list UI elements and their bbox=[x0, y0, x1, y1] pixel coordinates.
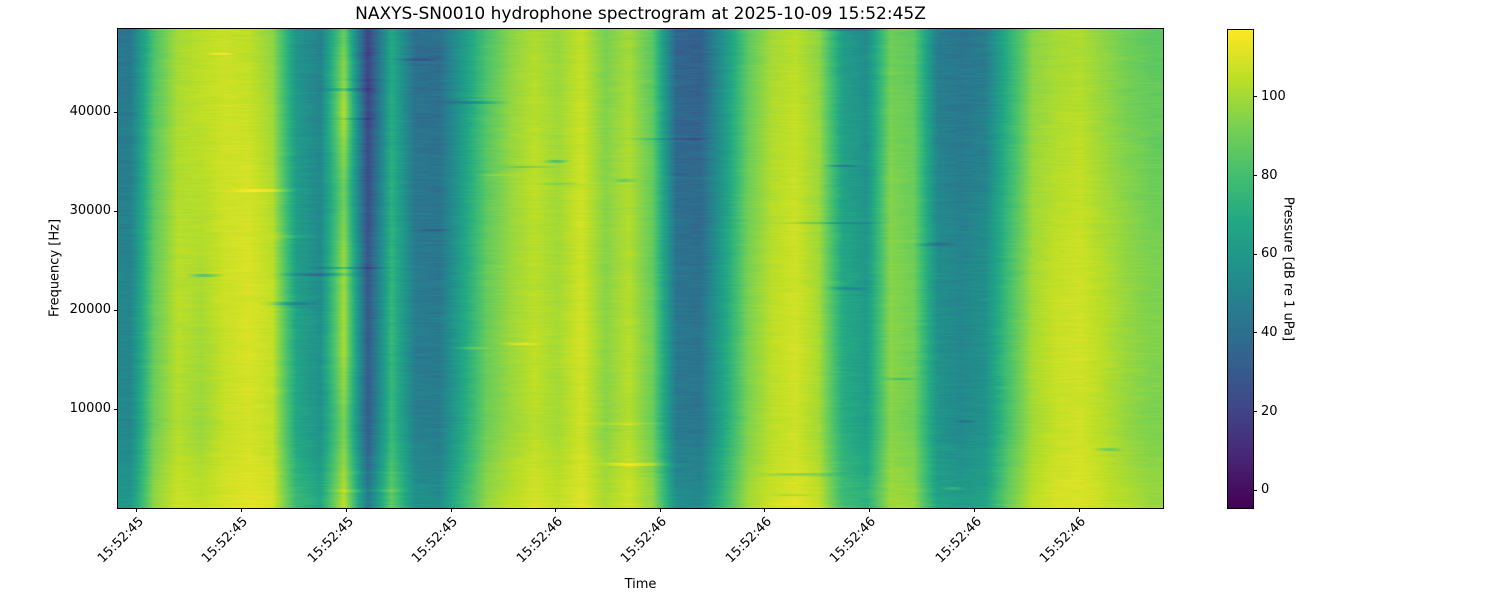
colorbar-tick-label: 100 bbox=[1261, 88, 1286, 104]
colorbar-tick-mark bbox=[1253, 96, 1257, 98]
colorbar-tick-label: 80 bbox=[1261, 167, 1278, 183]
x-tick-mark bbox=[240, 508, 242, 512]
colorbar-tick-mark bbox=[1253, 489, 1257, 491]
colorbar-tick-mark bbox=[1253, 332, 1257, 334]
y-tick-mark bbox=[114, 408, 118, 410]
x-axis-label: Time bbox=[624, 577, 657, 592]
y-tick-label: 20000 bbox=[69, 302, 111, 318]
spectrogram-heatmap bbox=[118, 29, 1163, 508]
colorbar-tick-label: 20 bbox=[1261, 403, 1278, 419]
x-tick-mark bbox=[868, 508, 870, 512]
y-tick-label: 40000 bbox=[69, 104, 111, 120]
y-tick-mark bbox=[114, 111, 118, 113]
x-tick-mark bbox=[555, 508, 557, 512]
colorbar-label: Pressure [dB re 1 uPa] bbox=[1280, 196, 1296, 342]
x-tick-mark bbox=[764, 508, 766, 512]
x-tick-mark bbox=[659, 508, 661, 512]
colorbar-tick-mark bbox=[1253, 411, 1257, 413]
x-tick-mark bbox=[346, 508, 348, 512]
x-tick-mark bbox=[450, 508, 452, 512]
colorbar-tick-mark bbox=[1253, 175, 1257, 177]
colorbar-tick-label: 40 bbox=[1261, 324, 1278, 340]
x-tick-mark bbox=[1078, 508, 1080, 512]
x-tick-mark bbox=[974, 508, 976, 512]
x-tick-mark bbox=[136, 508, 138, 512]
chart-title: NAXYS-SN0010 hydrophone spectrogram at 2… bbox=[355, 4, 926, 24]
colorbar-gradient bbox=[1228, 30, 1253, 508]
colorbar-tick-label: 0 bbox=[1261, 482, 1270, 498]
colorbar-tick-mark bbox=[1253, 253, 1257, 255]
colorbar-tick-label: 60 bbox=[1261, 246, 1278, 262]
y-tick-mark bbox=[114, 309, 118, 311]
y-tick-mark bbox=[114, 210, 118, 212]
y-tick-label: 10000 bbox=[69, 401, 111, 417]
y-tick-label: 30000 bbox=[69, 203, 111, 219]
